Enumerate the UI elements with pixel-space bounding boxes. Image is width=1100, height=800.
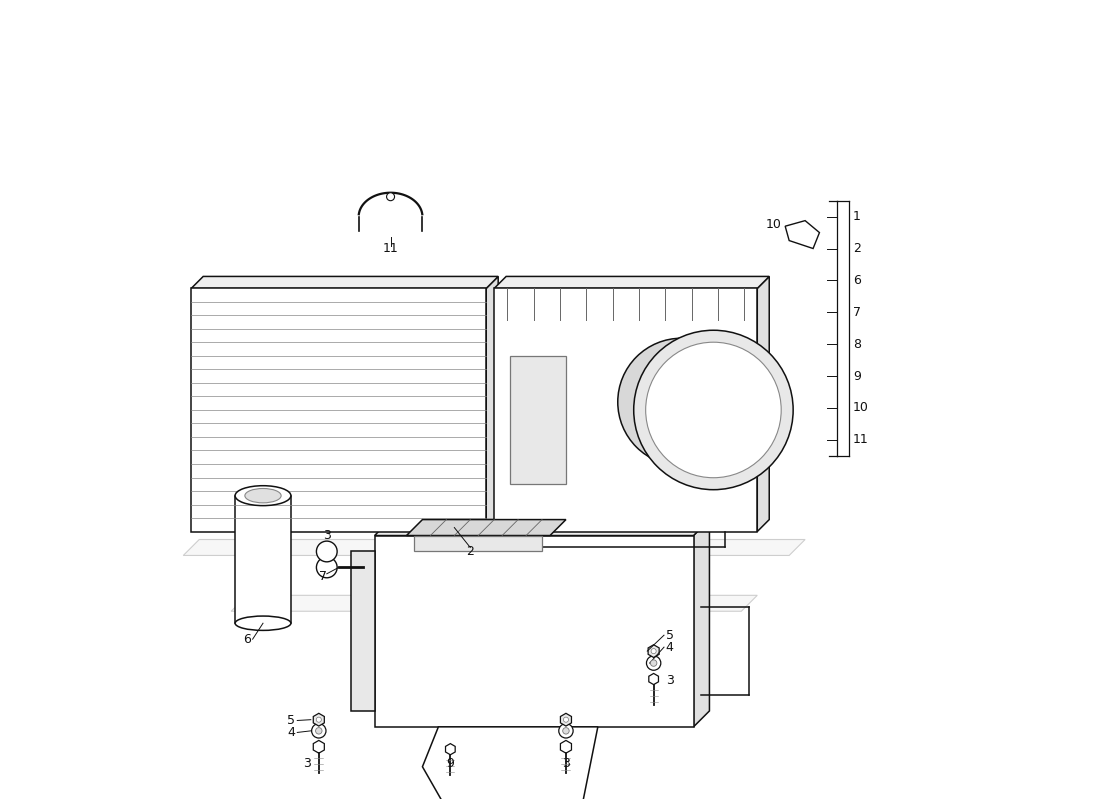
Circle shape (647, 656, 661, 670)
Text: 6: 6 (243, 633, 251, 646)
Circle shape (317, 541, 337, 562)
Polygon shape (375, 519, 710, 535)
Polygon shape (314, 714, 324, 726)
Polygon shape (785, 221, 820, 249)
Polygon shape (560, 741, 572, 753)
Text: 8: 8 (852, 338, 861, 350)
Polygon shape (191, 288, 486, 531)
Text: 7: 7 (319, 570, 327, 583)
Polygon shape (415, 535, 542, 551)
Polygon shape (314, 741, 324, 753)
Ellipse shape (235, 616, 290, 630)
Ellipse shape (245, 489, 282, 503)
Text: 3: 3 (322, 529, 331, 542)
Text: 7: 7 (852, 306, 861, 319)
Circle shape (650, 660, 657, 666)
Polygon shape (407, 519, 565, 535)
Circle shape (651, 649, 657, 654)
Polygon shape (231, 595, 757, 611)
Text: 11: 11 (852, 434, 869, 446)
Polygon shape (693, 519, 710, 727)
Text: 3: 3 (302, 757, 311, 770)
Text: a passion for parts since 1985: a passion for parts since 1985 (191, 384, 610, 470)
Circle shape (563, 728, 569, 734)
Polygon shape (446, 744, 455, 754)
Circle shape (618, 338, 746, 466)
Text: 10: 10 (852, 402, 869, 414)
Text: 4: 4 (666, 641, 673, 654)
Polygon shape (757, 277, 769, 531)
Circle shape (386, 193, 395, 201)
Polygon shape (351, 551, 375, 711)
Text: 2: 2 (466, 545, 474, 558)
Text: 3: 3 (666, 674, 673, 687)
Text: 6: 6 (852, 274, 861, 287)
Circle shape (559, 724, 573, 738)
Circle shape (316, 728, 322, 734)
Text: 10: 10 (766, 218, 781, 231)
Text: 11: 11 (383, 242, 398, 255)
Circle shape (634, 330, 793, 490)
Circle shape (317, 557, 337, 578)
Polygon shape (649, 674, 659, 685)
Circle shape (646, 342, 781, 478)
Circle shape (311, 724, 326, 738)
Polygon shape (191, 277, 498, 288)
Text: 4: 4 (287, 726, 295, 739)
Polygon shape (648, 645, 659, 658)
Text: 3: 3 (562, 757, 570, 770)
Text: 1: 1 (852, 210, 861, 223)
Text: 5: 5 (287, 714, 295, 727)
Text: 9: 9 (447, 757, 454, 770)
Text: eurosports: eurosports (191, 295, 720, 378)
Polygon shape (375, 535, 693, 727)
Text: 5: 5 (666, 629, 673, 642)
Polygon shape (510, 356, 565, 484)
Polygon shape (184, 539, 805, 555)
Polygon shape (560, 714, 572, 726)
Ellipse shape (235, 486, 290, 506)
Circle shape (317, 717, 321, 722)
Text: 2: 2 (852, 242, 861, 255)
Polygon shape (235, 496, 290, 623)
Text: 9: 9 (852, 370, 861, 382)
Polygon shape (494, 277, 769, 288)
Polygon shape (422, 727, 597, 800)
Polygon shape (486, 277, 498, 531)
Circle shape (563, 717, 569, 722)
Polygon shape (494, 288, 757, 531)
